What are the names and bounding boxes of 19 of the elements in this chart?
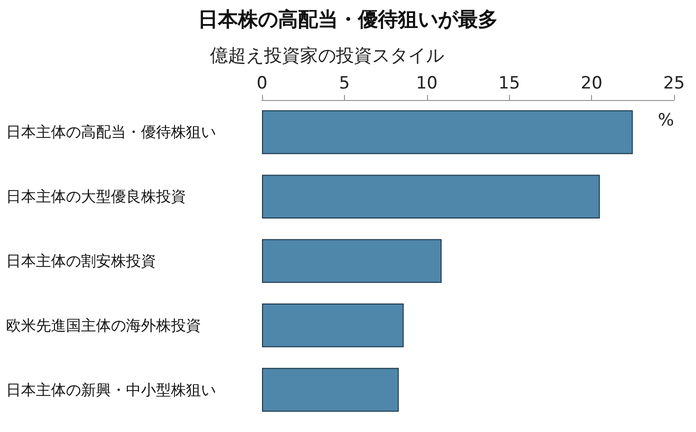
y-tick-label: 日本主体の割安株投資 <box>6 252 156 270</box>
bar <box>262 304 404 348</box>
bar <box>262 239 442 283</box>
x-tick-label: 5 <box>338 74 350 94</box>
chart-title: 日本株の高配当・優待狙いが最多 <box>198 7 498 31</box>
x-tick-label: 25 <box>663 74 685 94</box>
bar <box>262 368 399 412</box>
bar <box>262 110 633 154</box>
x-tick-label: 20 <box>580 74 602 94</box>
x-tick-label: 0 <box>256 74 268 94</box>
y-tick-label: 欧米先進国主体の海外株投資 <box>6 316 201 334</box>
x-tick-label: 10 <box>416 74 438 94</box>
bar <box>262 174 600 218</box>
chart-subtitle: 億超え投資家の投資スタイル <box>210 46 444 66</box>
y-tick-label: 日本主体の新興・中小型株狙い <box>6 380 216 399</box>
y-tick-label: 日本主体の大型優良株投資 <box>6 188 186 206</box>
annotation: % <box>658 110 674 130</box>
y-tick-label: 日本主体の高配当・優待株狙い <box>6 123 216 142</box>
x-tick-label: 15 <box>498 74 520 94</box>
